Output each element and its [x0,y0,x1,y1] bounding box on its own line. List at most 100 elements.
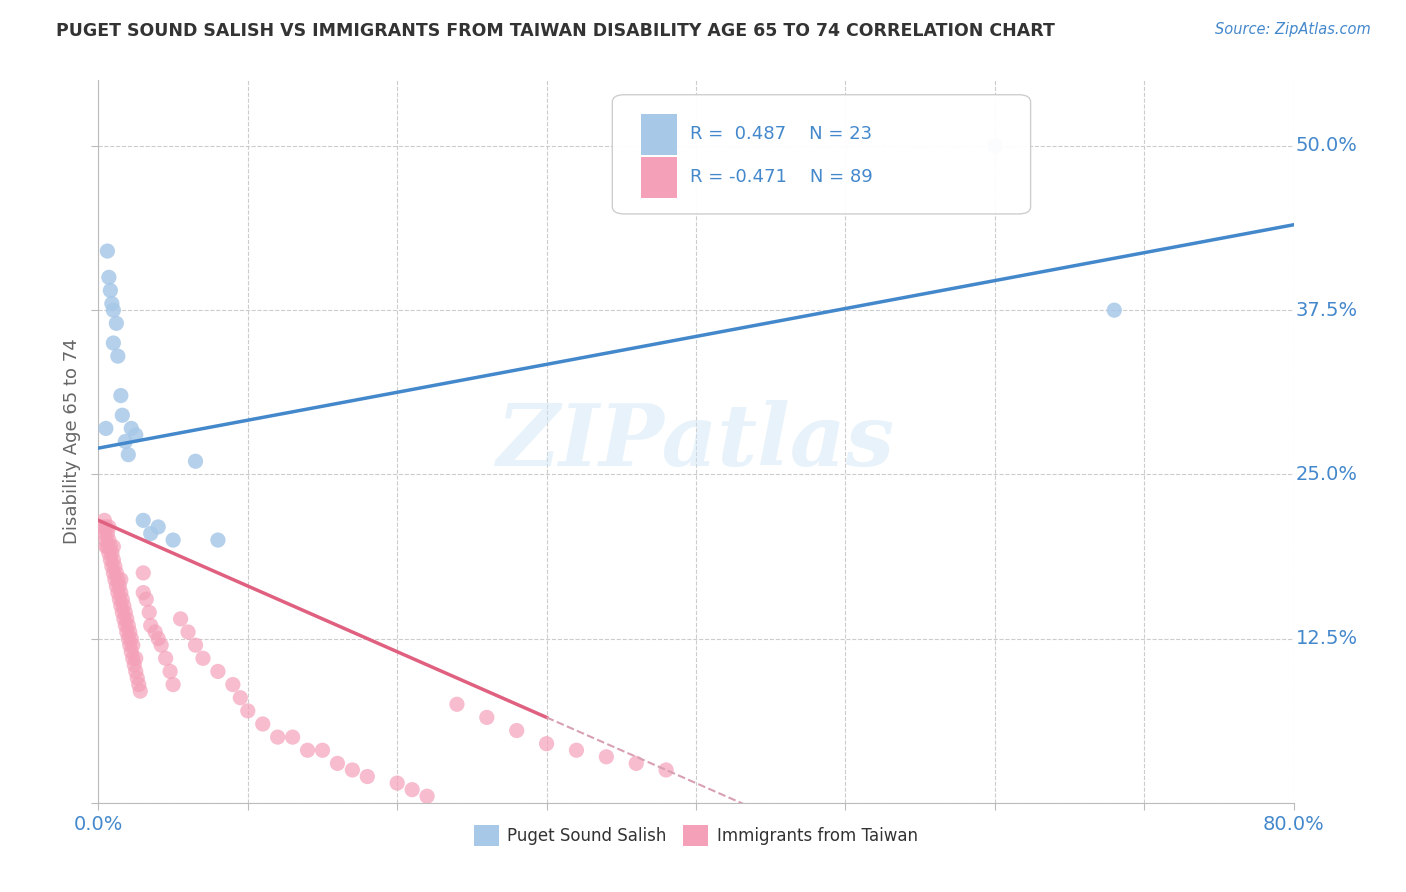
Point [169,612,191,626]
Point [121,651,143,665]
Point [184,454,207,468]
Point [127,671,149,685]
Point [118,638,141,652]
Point [96,526,118,541]
Point [385,776,409,790]
Text: 12.5%: 12.5% [1296,629,1358,648]
Point [475,710,498,724]
Point [120,632,142,646]
Point [103,553,125,567]
Point [132,585,155,599]
Point [125,651,148,665]
Point [148,632,170,646]
Point [595,749,617,764]
Point [626,756,648,771]
Point [94,421,117,435]
FancyBboxPatch shape [641,113,676,154]
Point [105,579,128,593]
Point [114,605,136,619]
Point [121,638,143,652]
Point [184,638,207,652]
Point [110,599,132,613]
Point [138,605,160,619]
Text: ZIPatlas: ZIPatlas [496,400,896,483]
Point [105,316,128,330]
Point [112,599,135,613]
Text: Source: ZipAtlas.com: Source: ZipAtlas.com [1215,22,1371,37]
Text: PUGET SOUND SALISH VS IMMIGRANTS FROM TAIWAN DISABILITY AGE 65 TO 74 CORRELATION: PUGET SOUND SALISH VS IMMIGRANTS FROM TA… [56,22,1054,40]
Point [111,605,134,619]
Point [177,625,200,640]
Point [101,296,124,310]
Point [506,723,529,738]
Point [297,743,319,757]
Point [112,612,135,626]
Y-axis label: Disability Age 65 to 74: Disability Age 65 to 74 [63,339,82,544]
Text: 25.0%: 25.0% [1296,465,1358,483]
Point [132,513,155,527]
Point [101,546,124,560]
Point [91,520,114,534]
Point [118,625,141,640]
Point [356,770,378,784]
Point [114,618,136,632]
Point [207,533,229,547]
Point [107,573,129,587]
Legend: Puget Sound Salish, Immigrants from Taiwan: Puget Sound Salish, Immigrants from Taiw… [467,819,925,852]
Point [110,585,132,599]
Point [97,270,120,285]
Text: R =  0.487    N = 23: R = 0.487 N = 23 [690,125,872,143]
Point [93,513,115,527]
Point [267,730,290,744]
Point [103,566,125,580]
Point [162,533,184,547]
Point [108,579,131,593]
Point [96,540,118,554]
Point [96,244,118,258]
Point [125,428,148,442]
Point [124,657,146,672]
Point [207,665,229,679]
Point [129,684,152,698]
Point [98,553,122,567]
Point [101,559,124,574]
Point [236,704,259,718]
Point [401,782,423,797]
Point [120,645,142,659]
Point [111,409,134,423]
Point [93,526,115,541]
Point [103,336,125,351]
Point [98,284,122,298]
Point [104,573,127,587]
Point [115,612,138,626]
Point [252,717,274,731]
Point [105,566,128,580]
Point [143,625,166,640]
Point [103,303,125,318]
Point [125,665,148,679]
Point [191,651,214,665]
Point [97,533,120,547]
Point [1104,303,1126,318]
Point [120,421,142,435]
Point [229,690,252,705]
Point [114,434,136,449]
Text: 37.5%: 37.5% [1296,301,1358,319]
Point [416,789,439,804]
Text: R = -0.471    N = 89: R = -0.471 N = 89 [690,168,873,186]
Point [94,520,117,534]
Point [128,677,150,691]
Point [97,546,120,560]
Point [139,526,162,541]
Point [94,533,117,547]
Point [103,540,125,554]
Point [117,618,139,632]
Point [159,665,181,679]
Point [281,730,304,744]
Point [148,520,170,534]
Point [117,448,139,462]
Point [104,559,127,574]
Point [565,743,588,757]
Text: 50.0%: 50.0% [1296,136,1358,155]
Point [107,585,129,599]
